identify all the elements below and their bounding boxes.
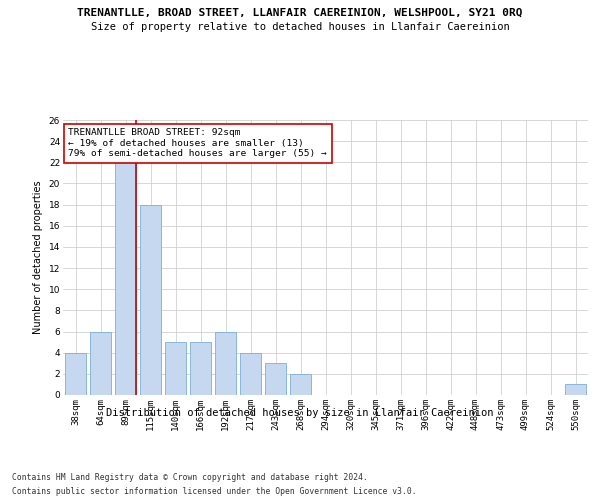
Bar [90, 332, 111, 395]
Bar [140, 204, 161, 395]
Bar [165, 342, 186, 395]
Text: Distribution of detached houses by size in Llanfair Caereinion: Distribution of detached houses by size … [106, 408, 494, 418]
Text: TRENANTLLE BROAD STREET: 92sqm
← 19% of detached houses are smaller (13)
79% of : TRENANTLLE BROAD STREET: 92sqm ← 19% of … [68, 128, 327, 158]
Bar [190, 342, 211, 395]
Text: Size of property relative to detached houses in Llanfair Caereinion: Size of property relative to detached ho… [91, 22, 509, 32]
Y-axis label: Number of detached properties: Number of detached properties [33, 180, 43, 334]
Bar [290, 374, 311, 395]
Bar [240, 352, 261, 395]
Bar [565, 384, 586, 395]
Text: TRENANTLLE, BROAD STREET, LLANFAIR CAEREINION, WELSHPOOL, SY21 0RQ: TRENANTLLE, BROAD STREET, LLANFAIR CAERE… [77, 8, 523, 18]
Bar [265, 364, 286, 395]
Text: Contains HM Land Registry data © Crown copyright and database right 2024.: Contains HM Land Registry data © Crown c… [12, 472, 368, 482]
Bar [115, 162, 136, 395]
Bar [215, 332, 236, 395]
Text: Contains public sector information licensed under the Open Government Licence v3: Contains public sector information licen… [12, 488, 416, 496]
Bar [65, 352, 86, 395]
